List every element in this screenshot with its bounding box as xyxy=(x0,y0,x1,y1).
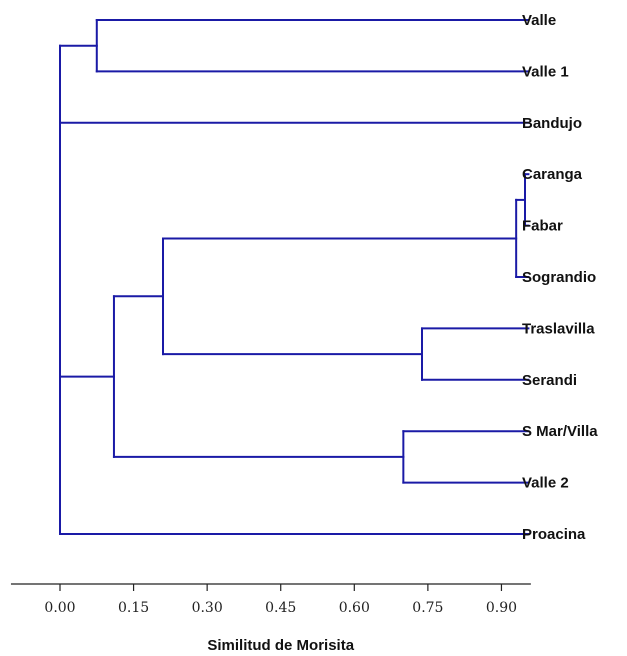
x-axis: 0.00 0.15 0.30 0.45 0.60 0.75 0.90 xyxy=(10,583,531,616)
leaf-label-bandujo: Bandujo xyxy=(522,115,582,132)
x-tick-label-0: 0.00 xyxy=(44,600,75,616)
leaf-label-valle-1: Valle 1 xyxy=(522,63,569,80)
x-tick-label-2: 0.30 xyxy=(192,600,223,616)
x-tick-label-1: 0.15 xyxy=(118,600,149,616)
x-axis-title: Similitud de Morisita xyxy=(207,637,354,654)
leaf-label-serandi: Serandi xyxy=(522,372,577,389)
x-tick-label-6: 0.90 xyxy=(486,600,517,616)
x-axis-ticks: 0.00 0.15 0.30 0.45 0.60 0.75 0.90 xyxy=(44,584,517,616)
dendrogram-branches xyxy=(59,19,530,535)
leaf-label-valle-2: Valle 2 xyxy=(522,475,569,492)
x-tick-label-5: 0.75 xyxy=(412,600,443,616)
leaf-label-fabar: Fabar xyxy=(522,218,563,235)
leaf-label-s-mar-villa: S Mar/Villa xyxy=(522,423,598,440)
leaf-label-traslavilla: Traslavilla xyxy=(522,320,595,337)
leaf-label-sograndio: Sograndio xyxy=(522,269,596,286)
leaf-label-valle: Valle xyxy=(522,12,556,29)
x-tick-label-3: 0.45 xyxy=(265,600,296,616)
leaf-label-proacina: Proacina xyxy=(522,526,586,543)
leaf-labels: Valle Valle 1 Bandujo Caranga Fabar Sograndio… xyxy=(522,12,598,543)
leaf-label-caranga: Caranga xyxy=(522,166,583,183)
x-tick-label-4: 0.60 xyxy=(339,600,370,616)
